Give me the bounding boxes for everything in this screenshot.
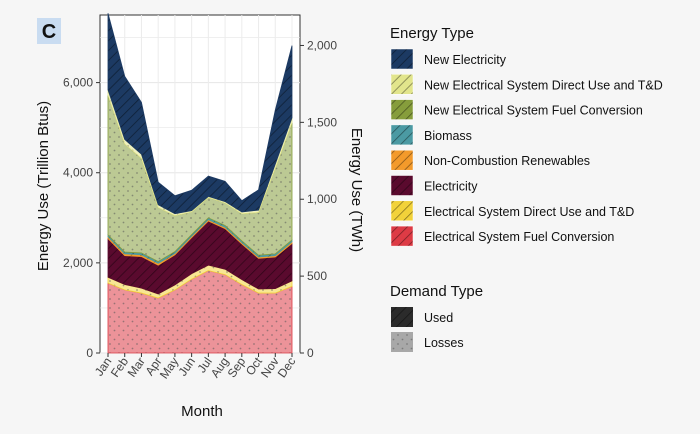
legend-label: New Electrical System Fuel Conversion <box>424 104 643 118</box>
x-axis-title: Month <box>181 403 223 420</box>
area-series <box>107 13 293 354</box>
legend-energy-title: Energy Type <box>390 25 474 42</box>
y-right-tick-label: 0 <box>307 346 314 360</box>
y-right-tick-label: 1,500 <box>307 115 337 129</box>
legend-swatch <box>391 332 413 352</box>
panel-label: C <box>42 21 56 43</box>
y-right-tick-label: 1,000 <box>307 192 337 206</box>
axes: 02,0004,0006,00005001,0001,5002,000JanFe… <box>63 38 337 381</box>
legend-label: Biomass <box>424 129 472 143</box>
legend-swatch <box>390 200 414 222</box>
panel-label-badge <box>37 18 61 44</box>
y-axis-title: Energy Use (Trillion Btus) <box>35 101 52 271</box>
legend-swatch <box>390 225 414 247</box>
legend-label: Electrical System Direct Use and T&D <box>424 205 634 219</box>
legend-demand-title: Demand Type <box>390 283 483 300</box>
y-tick-label: 6,000 <box>63 76 93 90</box>
legend-label: New Electrical System Direct Use and T&D <box>424 78 663 92</box>
legend-label: New Electricity <box>424 53 507 67</box>
legend-demand-items: Used Losses <box>391 307 464 352</box>
legend-label: Electrical System Fuel Conversion <box>424 230 614 244</box>
legend: Energy Type New Electricity New Electrica… <box>390 25 663 352</box>
legend-swatch <box>390 149 414 171</box>
legend-swatch <box>390 175 414 196</box>
x-tick-label: Dec <box>275 355 299 381</box>
legend-swatch <box>391 307 413 327</box>
legend-label: Used <box>424 311 453 325</box>
y-axis-right-title: Energy Use (TWh) <box>348 128 365 252</box>
legend-swatch <box>390 99 414 120</box>
y-tick-label: 4,000 <box>63 166 93 180</box>
y-tick-label: 2,000 <box>63 256 93 270</box>
legend-swatch <box>390 74 414 95</box>
y-right-tick-label: 500 <box>307 269 327 283</box>
legend-label: Losses <box>424 336 464 350</box>
legend-label: Electricity <box>424 180 478 194</box>
y-right-tick-label: 2,000 <box>307 38 337 52</box>
legend-swatch <box>390 48 414 70</box>
legend-swatch <box>390 124 414 146</box>
area-new-electricity <box>107 13 293 215</box>
legend-energy-items: New Electricity New Electrical System Dir… <box>390 48 663 247</box>
y-tick-label: 0 <box>86 346 93 360</box>
legend-label: Non-Combustion Renewables <box>424 154 590 168</box>
